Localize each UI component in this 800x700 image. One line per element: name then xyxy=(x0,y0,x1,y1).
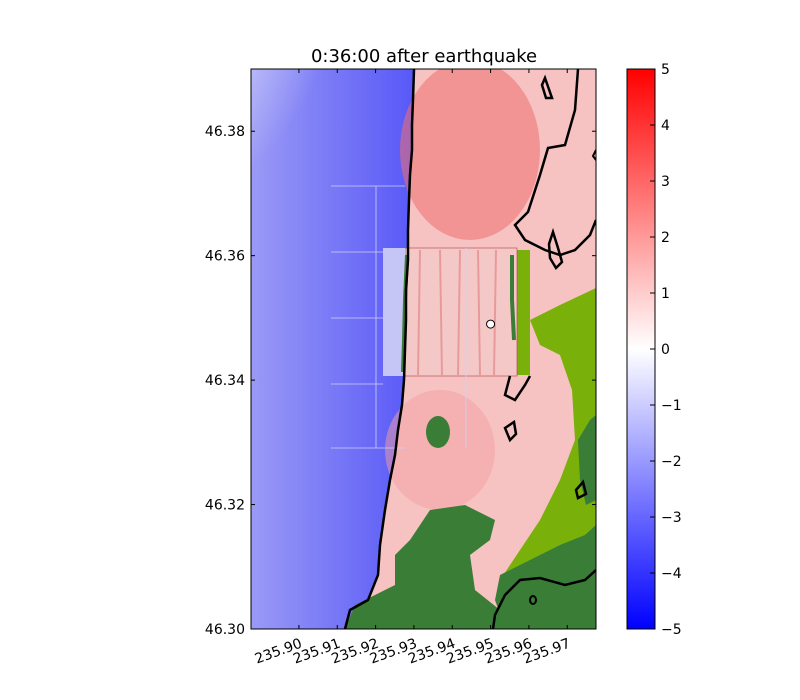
colorbar-tick-label: 3 xyxy=(661,174,670,190)
dry-land-region xyxy=(345,505,510,629)
colorbar-axis: 5 4 3 2 1 0 −1 −2 −3 −4 −5 xyxy=(650,62,682,638)
offshore-light-corner xyxy=(251,69,346,209)
inland-contour xyxy=(513,69,596,257)
gauge-marker xyxy=(486,319,496,329)
plot-area xyxy=(251,69,596,629)
chart-title: 0:36:00 after earthquake xyxy=(311,46,537,67)
inland-contour xyxy=(491,569,596,629)
dry-land-patch xyxy=(426,416,450,448)
y-tick-label: 46.30 xyxy=(205,622,245,638)
inland-contour xyxy=(503,375,532,402)
grid-patch-outline xyxy=(331,185,467,449)
low-land-strip xyxy=(514,250,530,375)
inland-contour xyxy=(574,479,588,500)
fine-grid-offshore-band xyxy=(383,248,405,376)
coastline-contour xyxy=(343,69,416,629)
inland-contour xyxy=(547,227,564,271)
inland-contour xyxy=(503,419,518,443)
y-tick-label: 46.36 xyxy=(205,249,245,265)
y-tick-label: 46.32 xyxy=(205,498,245,514)
colorbar-tick-label: −5 xyxy=(661,622,682,638)
onshore-hotspot xyxy=(385,390,495,510)
x-axis: 235.90235.91235.92235.93235.94235.95235.… xyxy=(253,69,573,668)
colorbar-tick-label: −2 xyxy=(661,454,682,470)
colorbar-tick-label: −3 xyxy=(661,510,682,526)
fine-grid-texture xyxy=(417,249,497,377)
colorbar-tick-label: 0 xyxy=(661,342,670,358)
y-axis: 46.30 46.32 46.34 46.36 46.38 xyxy=(205,124,596,638)
inland-contour xyxy=(540,74,554,100)
onshore-hotspot xyxy=(400,69,540,240)
fine-grid-region xyxy=(404,247,518,377)
colorbar-tick-label: −1 xyxy=(661,398,682,414)
y-tick-label: 46.38 xyxy=(205,124,245,140)
colorbar-tick-label: −4 xyxy=(661,566,682,582)
colorbar-tick-label: 5 xyxy=(661,62,670,78)
colorbar-tick-label: 4 xyxy=(661,118,670,134)
y-tick-label: 46.34 xyxy=(205,373,245,389)
colorbar-tick-label: 1 xyxy=(661,286,670,302)
inland-contour xyxy=(591,149,596,161)
dry-land-region xyxy=(495,525,596,629)
plot-frame xyxy=(250,68,597,630)
inland-contour xyxy=(529,595,537,605)
colorbar-tick-label: 2 xyxy=(661,230,670,246)
